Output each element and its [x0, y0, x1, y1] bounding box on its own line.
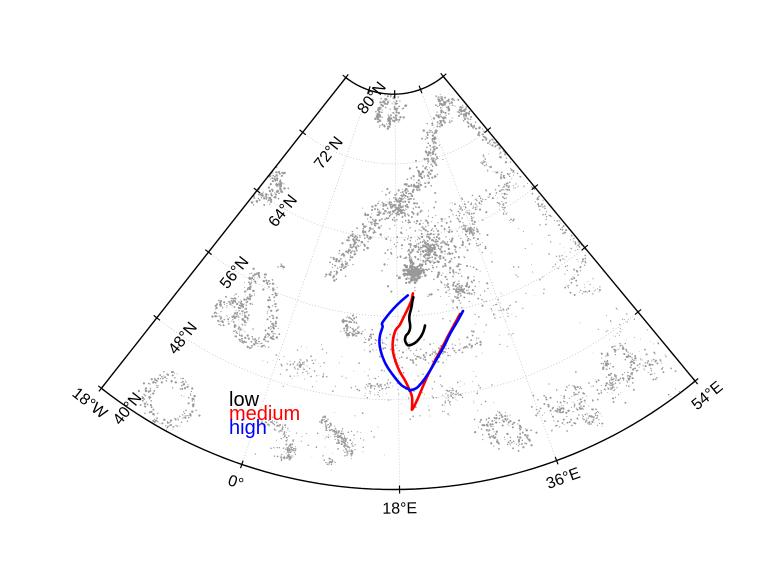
svg-text:18°E: 18°E — [382, 500, 417, 517]
svg-text:high: high — [229, 417, 267, 439]
